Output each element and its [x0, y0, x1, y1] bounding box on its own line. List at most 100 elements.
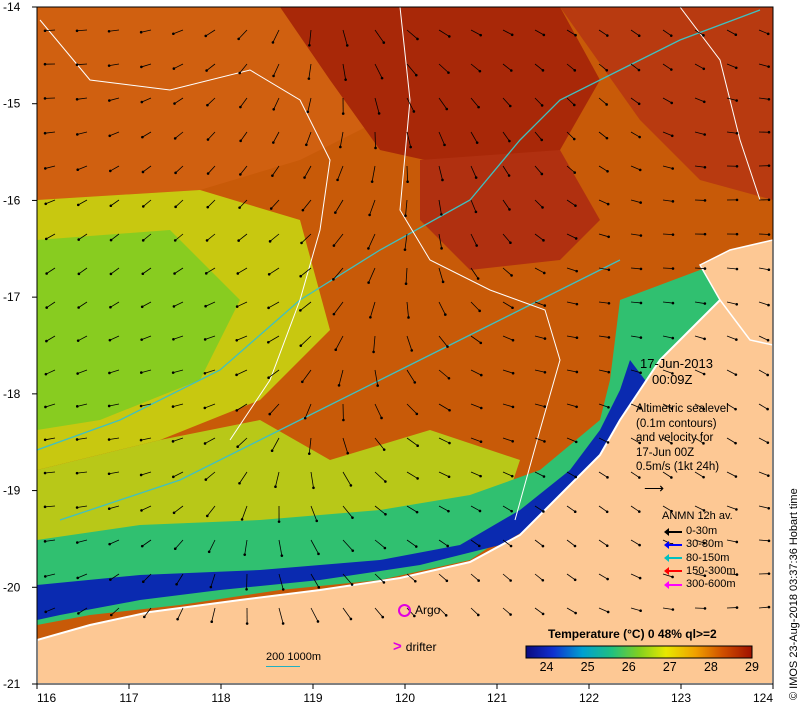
velocity-arrow-head [268, 412, 272, 416]
velocity-arrow-head [272, 107, 276, 111]
velocity-arrow [77, 471, 88, 474]
velocity-arrow-head [382, 448, 386, 451]
velocity-arrow [45, 403, 56, 408]
velocity-arrow [470, 539, 480, 547]
velocity-arrow-head [671, 575, 674, 579]
velocity-arrow-head [43, 62, 47, 66]
isobath-shelf [37, 9, 761, 451]
velocity-arrow [406, 471, 418, 479]
velocity-arrow [438, 369, 450, 379]
velocity-arrow [142, 165, 152, 173]
velocity-arrow-head [508, 139, 511, 143]
velocity-arrow [694, 301, 705, 304]
velocity-arrow-head [702, 442, 705, 445]
velocity-arrow [205, 301, 216, 307]
velocity-arrow [310, 573, 320, 588]
velocity-arrow [502, 505, 512, 512]
cool-band-coastal [37, 250, 773, 625]
velocity-arrow [662, 301, 673, 304]
velocity-arrow-head [734, 475, 738, 478]
velocity-arrow [374, 505, 386, 515]
velocity-arrow [470, 403, 482, 409]
velocity-arrow [78, 301, 88, 308]
velocity-arrow [406, 131, 412, 148]
velocity-arrow-head [109, 272, 113, 276]
velocity-arrow [726, 369, 737, 375]
velocity-arrow [339, 131, 344, 148]
velocity-arrow-head [109, 305, 112, 309]
velocity-arrow [502, 199, 510, 210]
velocity-arrow-head [107, 404, 111, 408]
velocity-arrow [308, 63, 312, 79]
velocity-arrow-head [172, 32, 175, 36]
velocity-arrow [630, 471, 640, 478]
velocity-arrow-head [734, 33, 738, 37]
velocity-arrow-head [76, 203, 80, 207]
velocity-arrow [566, 437, 577, 443]
velocity-arrow-head [767, 474, 770, 477]
velocity-arrow-head [416, 477, 419, 480]
velocity-arrow-head [575, 302, 579, 306]
velocity-arrow-head [173, 102, 176, 105]
legend-arrow-icon [664, 567, 682, 576]
velocity-arrow [406, 539, 417, 547]
velocity-arrow [726, 505, 737, 510]
velocity-arrow [239, 199, 248, 208]
velocity-arrow-head [203, 442, 207, 445]
velocity-arrow [374, 539, 386, 549]
velocity-arrow-head [75, 541, 79, 544]
velocity-arrow-head [235, 338, 239, 342]
velocity-arrow-head [75, 63, 79, 66]
velocity-arrow [342, 29, 348, 46]
velocity-arrow-head [475, 141, 479, 144]
velocity-arrow [237, 267, 248, 274]
velocity-arrow [174, 97, 184, 104]
velocity-arrow-head [543, 304, 547, 307]
velocity-arrow [566, 267, 577, 272]
velocity-arrow-head [639, 267, 643, 271]
velocity-arrow [211, 607, 216, 622]
velocity-arrow-head [308, 43, 311, 47]
velocity-arrow-head [508, 104, 512, 108]
velocity-arrow [502, 233, 511, 243]
velocity-arrow-head [637, 34, 641, 38]
velocity-arrow [758, 29, 769, 35]
velocity-arrow [502, 437, 513, 442]
legend-arrow-icon [664, 580, 682, 589]
velocity-arrow-head [543, 440, 546, 443]
velocity-arrow [598, 233, 609, 238]
velocity-arrow-head [767, 268, 771, 272]
velocity-arrow [342, 573, 353, 585]
velocity-arrow-head [171, 440, 175, 443]
velocity-arrow-head [140, 338, 143, 341]
velocity-arrow [275, 471, 280, 487]
velocity-arrow [598, 63, 608, 71]
velocity-arrow [598, 267, 609, 271]
velocity-arrow [239, 63, 248, 74]
velocity-arrow-head [44, 202, 48, 206]
velocity-arrow-head [639, 371, 642, 374]
velocity-arrow [333, 301, 344, 315]
velocity-arrow-head [541, 206, 544, 209]
velocity-arrow-head [510, 274, 513, 277]
anmn-legend-item: 30-80m [664, 538, 736, 551]
velocity-arrow-head [299, 309, 302, 312]
velocity-arrow [470, 573, 479, 581]
velocity-arrow-head [143, 615, 146, 619]
velocity-arrow-head [575, 370, 579, 374]
velocity-arrow-head [735, 232, 739, 236]
velocity-arrow-head [703, 267, 707, 270]
velocity-arrow [534, 471, 545, 477]
velocity-arrow [534, 97, 543, 106]
velocity-arrow-head [671, 372, 674, 375]
timestamp-date: 17-Jun-2013 [640, 356, 713, 371]
velocity-arrow-head [767, 506, 771, 510]
velocity-arrow-head [374, 146, 377, 150]
velocity-arrow-head [140, 305, 144, 309]
velocity-arrow-head [44, 405, 47, 409]
velocity-arrow-head [109, 578, 112, 581]
timestamp-block: 17-Jun-2013 00:09Z [640, 356, 713, 388]
velocity-arrow-head [670, 134, 674, 138]
velocity-arrow [662, 471, 672, 478]
velocity-arrow [205, 335, 216, 340]
